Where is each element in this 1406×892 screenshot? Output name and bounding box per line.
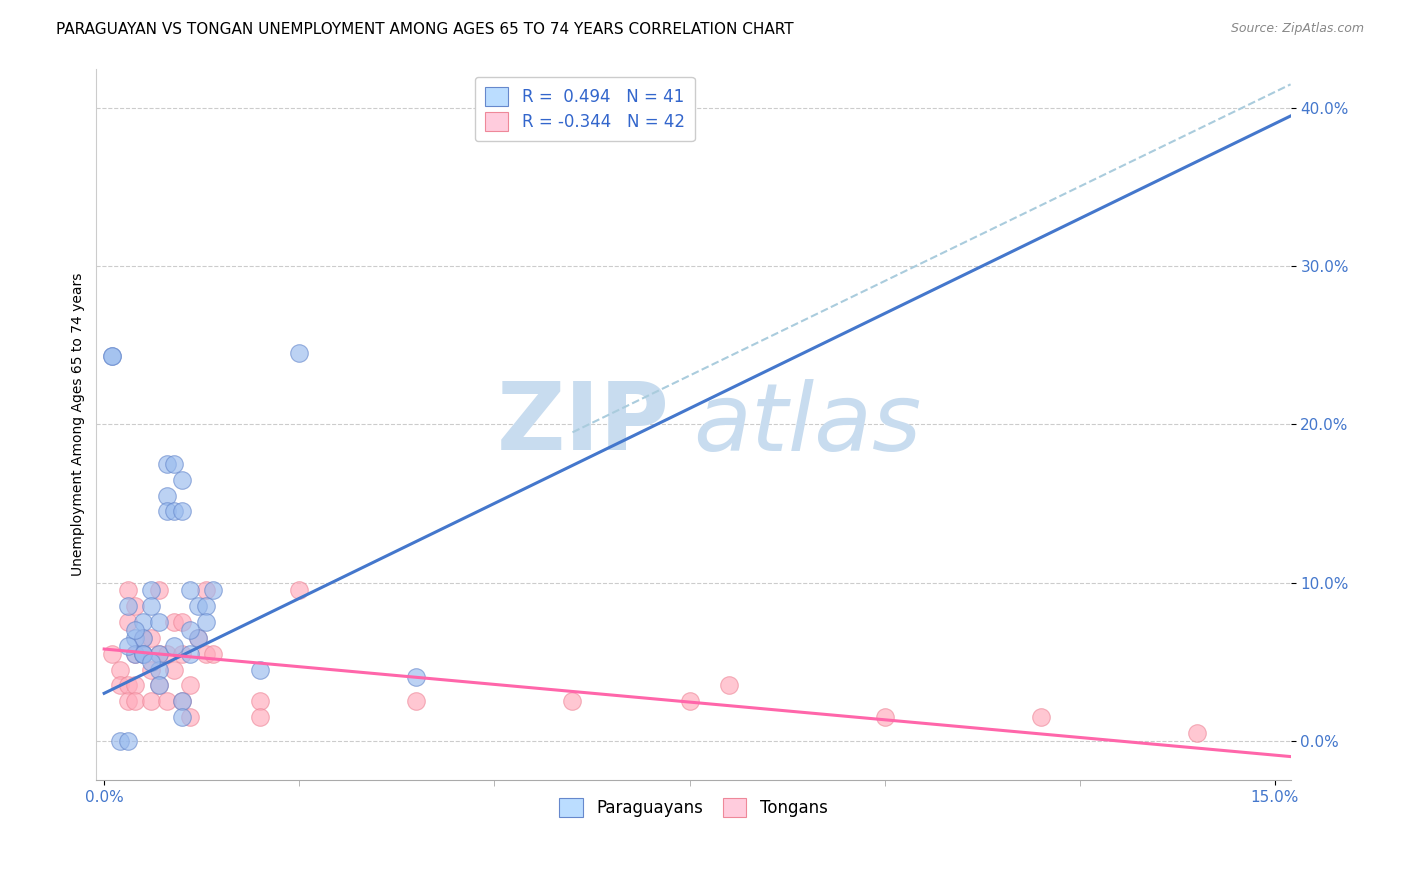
- Point: [179, 710, 201, 724]
- Point: [108, 733, 131, 747]
- Text: atlas: atlas: [693, 379, 922, 470]
- Text: PARAGUAYAN VS TONGAN UNEMPLOYMENT AMONG AGES 65 TO 74 YEARS CORRELATION CHART: PARAGUAYAN VS TONGAN UNEMPLOYMENT AMONG …: [56, 22, 794, 37]
- Point: [139, 655, 162, 669]
- Point: [101, 350, 124, 364]
- Point: [187, 631, 209, 645]
- Point: [148, 615, 170, 629]
- Point: [124, 678, 146, 692]
- Point: [194, 647, 217, 661]
- Point: [117, 599, 139, 614]
- Point: [163, 457, 186, 471]
- Point: [172, 473, 194, 487]
- Point: [124, 599, 146, 614]
- Point: [172, 615, 194, 629]
- Point: [1029, 710, 1052, 724]
- Point: [194, 615, 217, 629]
- Point: [139, 599, 162, 614]
- Point: [148, 678, 170, 692]
- Point: [249, 710, 271, 724]
- Point: [163, 663, 186, 677]
- Point: [155, 694, 177, 708]
- Point: [179, 647, 201, 661]
- Point: [155, 647, 177, 661]
- Point: [172, 504, 194, 518]
- Point: [124, 647, 146, 661]
- Point: [132, 615, 155, 629]
- Point: [249, 694, 271, 708]
- Point: [124, 647, 146, 661]
- Point: [405, 671, 427, 685]
- Point: [124, 631, 146, 645]
- Point: [179, 623, 201, 637]
- Point: [155, 504, 177, 518]
- Point: [148, 647, 170, 661]
- Point: [148, 583, 170, 598]
- Point: [163, 639, 186, 653]
- Point: [108, 663, 131, 677]
- Point: [155, 457, 177, 471]
- Y-axis label: Unemployment Among Ages 65 to 74 years: Unemployment Among Ages 65 to 74 years: [72, 273, 86, 576]
- Point: [139, 663, 162, 677]
- Point: [187, 599, 209, 614]
- Point: [139, 694, 162, 708]
- Point: [194, 583, 217, 598]
- Point: [179, 678, 201, 692]
- Point: [124, 623, 146, 637]
- Point: [1185, 726, 1208, 740]
- Point: [132, 631, 155, 645]
- Point: [163, 615, 186, 629]
- Point: [132, 647, 155, 661]
- Point: [117, 615, 139, 629]
- Point: [172, 647, 194, 661]
- Point: [288, 583, 311, 598]
- Point: [873, 710, 896, 724]
- Point: [132, 647, 155, 661]
- Text: Source: ZipAtlas.com: Source: ZipAtlas.com: [1230, 22, 1364, 36]
- Point: [202, 583, 225, 598]
- Legend: Paraguayans, Tongans: Paraguayans, Tongans: [551, 789, 835, 825]
- Point: [163, 504, 186, 518]
- Point: [561, 694, 583, 708]
- Point: [288, 346, 311, 360]
- Point: [249, 663, 271, 677]
- Point: [117, 678, 139, 692]
- Point: [101, 647, 124, 661]
- Point: [139, 583, 162, 598]
- Text: ZIP: ZIP: [496, 378, 669, 470]
- Point: [117, 583, 139, 598]
- Point: [117, 694, 139, 708]
- Point: [717, 678, 740, 692]
- Point: [187, 631, 209, 645]
- Point: [172, 710, 194, 724]
- Point: [194, 599, 217, 614]
- Point: [405, 694, 427, 708]
- Point: [139, 631, 162, 645]
- Point: [132, 631, 155, 645]
- Point: [148, 663, 170, 677]
- Point: [108, 678, 131, 692]
- Point: [124, 694, 146, 708]
- Point: [202, 647, 225, 661]
- Point: [117, 639, 139, 653]
- Point: [172, 694, 194, 708]
- Point: [148, 678, 170, 692]
- Point: [117, 733, 139, 747]
- Point: [678, 694, 700, 708]
- Point: [155, 489, 177, 503]
- Point: [148, 647, 170, 661]
- Point: [179, 583, 201, 598]
- Point: [132, 647, 155, 661]
- Point: [172, 694, 194, 708]
- Point: [101, 350, 124, 364]
